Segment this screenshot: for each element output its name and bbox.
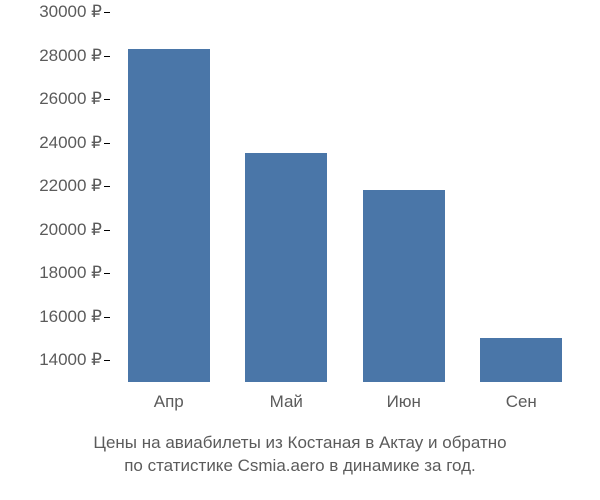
y-tick-label: 14000 ₽ [39, 350, 110, 370]
plot-area: 14000 ₽16000 ₽18000 ₽20000 ₽22000 ₽24000… [110, 12, 580, 382]
y-tick-mark [104, 317, 110, 318]
bar [245, 153, 327, 382]
price-bar-chart: 14000 ₽ 16000 ₽ 18000 ₽ 20000 ₽ 22000 ₽ 24000… [0, 0, 600, 500]
y-tick-mark [104, 99, 110, 100]
bar [128, 49, 210, 382]
y-tick-label: 26000 ₽ [39, 89, 110, 109]
y-tick-label: 22000 ₽ [39, 176, 110, 196]
y-tick-label: 16000 ₽ [39, 307, 110, 327]
y-tick-mark [104, 230, 110, 231]
y-tick-mark [104, 273, 110, 274]
y-tick-label: 24000 ₽ [39, 133, 110, 153]
y-tick-label: 20000 ₽ [39, 220, 110, 240]
bar [480, 338, 562, 382]
caption-line: Цены на авиабилеты из Костаная в Актау и… [93, 433, 506, 452]
x-tick-label: Июн [387, 382, 421, 412]
y-tick-mark [104, 143, 110, 144]
x-tick-label: Май [270, 382, 303, 412]
y-tick-mark [104, 360, 110, 361]
caption-line: по статистике Csmia.aero в динамике за г… [124, 456, 476, 475]
x-tick-label: Сен [506, 382, 537, 412]
y-tick-mark [104, 12, 110, 13]
y-tick-mark [104, 186, 110, 187]
y-tick-mark [104, 56, 110, 57]
y-tick-label: 18000 ₽ [39, 263, 110, 283]
y-tick-label: 30000 ₽ [39, 2, 110, 22]
bar [363, 190, 445, 382]
chart-caption: Цены на авиабилеты из Костаная в Актау и… [0, 432, 600, 478]
x-tick-label: Апр [154, 382, 184, 412]
y-tick-label: 28000 ₽ [39, 46, 110, 66]
